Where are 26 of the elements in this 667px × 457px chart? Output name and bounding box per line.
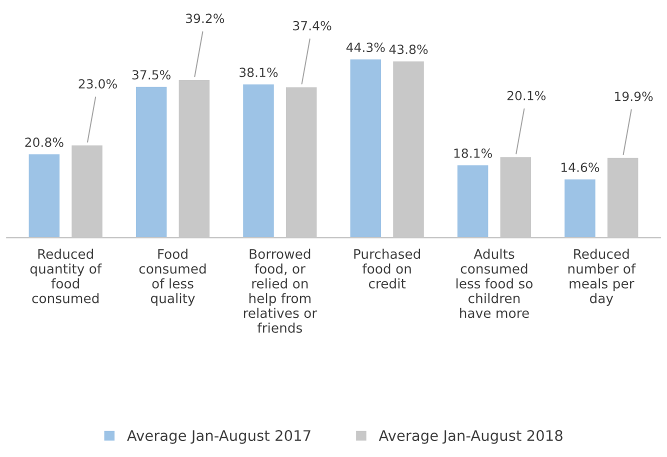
data-label: 18.1% — [454, 148, 492, 158]
x-tick-label: Reduced quantity of food consumed — [30, 248, 102, 304]
data-label: 39.2% — [186, 14, 224, 24]
bar — [27, 152, 61, 238]
legend-label: Average Jan-August 2017 — [127, 430, 310, 444]
data-label: 20.8% — [25, 138, 64, 148]
x-tick-label: Food consumed of less quality — [139, 248, 206, 306]
data-label: 20.1% — [507, 90, 546, 100]
bar — [242, 83, 276, 238]
data-label: 19.9% — [615, 92, 653, 102]
bar — [134, 85, 168, 238]
legend-label: Average Jan-August 2018 — [378, 430, 562, 444]
bar — [348, 58, 382, 238]
bar — [456, 164, 490, 238]
data-label: 37.4% — [293, 20, 332, 30]
x-tick-label: Reduced number of meals per day — [568, 248, 636, 306]
data-label: 37.5% — [132, 70, 170, 80]
x-tick-label: Borrowed food, or relied on help from relatives or friends — [244, 248, 318, 333]
x-tick-label: Purchased food on credit — [354, 248, 420, 289]
data-label: 44.3% — [346, 42, 385, 52]
data-label: 23.0% — [78, 79, 117, 89]
data-label: 43.8% — [389, 44, 428, 54]
x-tick-label: Adults consumed less food so children have more — [456, 248, 533, 318]
bar — [563, 178, 597, 238]
data-label: 14.6% — [561, 162, 600, 172]
data-label: 38.1% — [240, 68, 278, 78]
